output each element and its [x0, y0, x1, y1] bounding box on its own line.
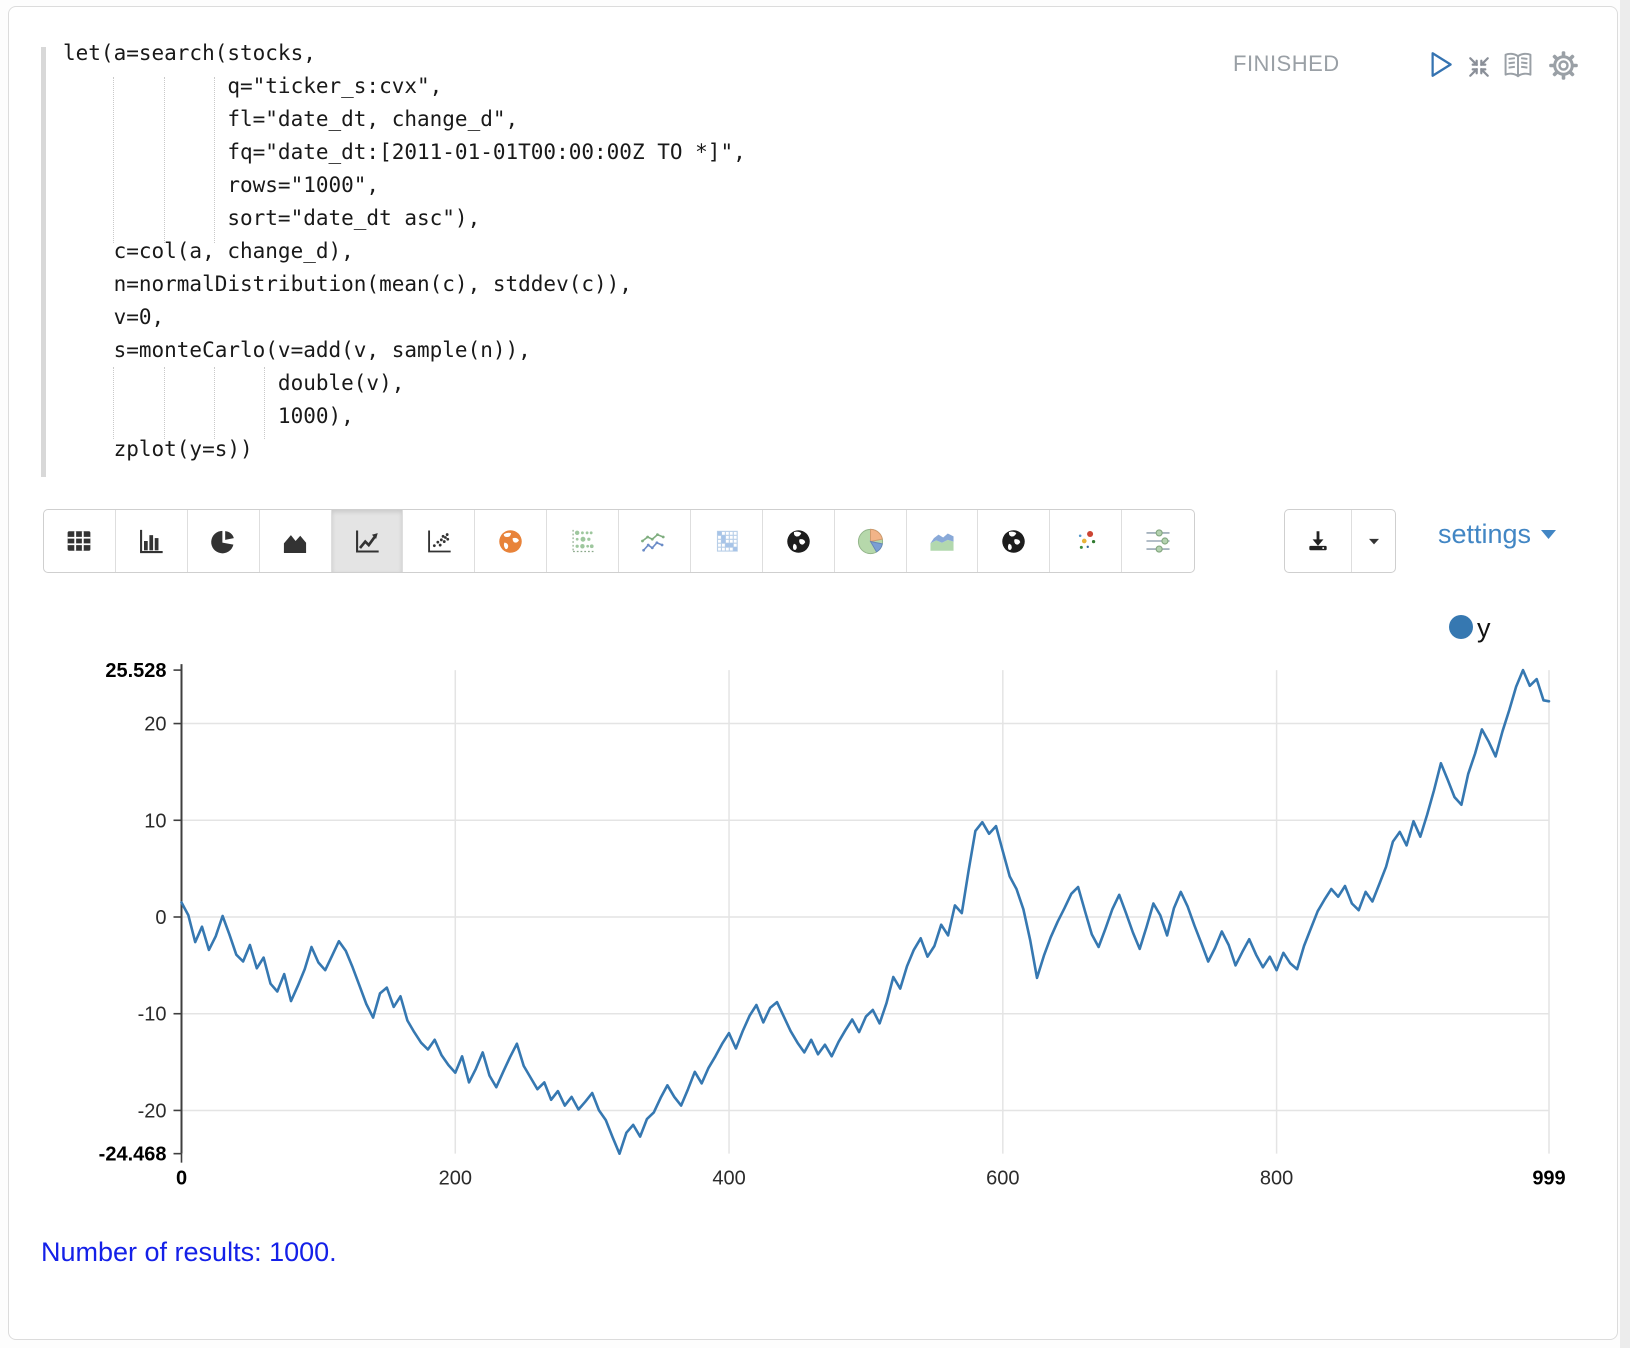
toolbar-scatter-plot-button[interactable]	[403, 510, 476, 572]
compress-icon	[1469, 57, 1489, 77]
svg-text:999: 999	[1532, 1168, 1565, 1190]
svg-text:-20: -20	[138, 1100, 167, 1122]
download-button[interactable]	[1285, 510, 1351, 572]
indent-guide	[214, 77, 215, 243]
svg-text:25.528: 25.528	[105, 660, 166, 682]
toolbar-pie-chart-button[interactable]	[187, 510, 260, 572]
play-icon	[1431, 51, 1452, 77]
toolbar-range-sliders-button[interactable]	[1122, 510, 1194, 572]
gear-icon	[1548, 50, 1578, 80]
scatter-plot-icon	[427, 530, 451, 553]
caret-down-icon	[1541, 529, 1557, 539]
svg-text:800: 800	[1260, 1168, 1293, 1190]
caret-down-icon	[1368, 538, 1379, 545]
table-icon	[68, 531, 91, 551]
pie-colored-icon	[857, 528, 883, 554]
multi-line-chart-icon	[641, 533, 666, 552]
show-editor-button[interactable]	[1501, 48, 1535, 82]
toolbar-scatter-colored-button[interactable]	[1050, 510, 1123, 572]
area-colored-icon	[930, 533, 954, 551]
download-options-button[interactable]	[1351, 510, 1395, 572]
indent-guide	[264, 367, 265, 439]
toolbar-area-chart-button[interactable]	[259, 510, 332, 572]
run-button[interactable]	[1423, 47, 1457, 81]
editor-gutter-bar	[41, 47, 46, 477]
svg-text:-10: -10	[138, 1004, 167, 1026]
toolbar-globe-2-button[interactable]	[978, 510, 1051, 572]
results-text: Number of results: 1000.	[41, 1237, 337, 1267]
paragraph-status: FINISHED	[1233, 51, 1340, 76]
indent-guide	[164, 77, 165, 243]
toolbar-bar-chart-button[interactable]	[115, 510, 188, 572]
svg-text:400: 400	[712, 1168, 745, 1190]
chart-type-toolbar	[43, 509, 1195, 573]
paragraph-settings-button[interactable]	[1546, 48, 1580, 82]
map-orange-globe-icon	[499, 529, 522, 553]
indent-guide	[214, 367, 215, 439]
book-icon	[1504, 52, 1532, 77]
settings-link-label: settings	[1438, 519, 1532, 549]
svg-text:10: 10	[144, 810, 166, 832]
globe-icon	[786, 529, 810, 553]
download-icon	[1309, 531, 1327, 551]
pie-chart-icon	[210, 530, 234, 553]
toolbar-table-button[interactable]	[44, 510, 116, 572]
area-chart-icon	[283, 535, 307, 554]
settings-link[interactable]: settings	[1438, 519, 1557, 550]
svg-text:-24.468: -24.468	[99, 1144, 167, 1166]
globe-icon	[1002, 529, 1026, 553]
line-chart-canvas: 25.528 20 10 0 -10 -20 -24.468 0 200 400 600 800 999…	[99, 613, 1566, 1190]
toolbar-multi-line-button[interactable]	[619, 510, 691, 572]
range-sliders-icon	[1146, 529, 1170, 553]
svg-text:600: 600	[986, 1168, 1019, 1190]
paragraph-card: let(a=search(stocks, q="ticker_s:cvx", f…	[8, 6, 1618, 1340]
svg-text:y: y	[1477, 613, 1491, 643]
indent-guide	[113, 77, 114, 243]
toolbar-line-chart-button[interactable]	[331, 510, 404, 572]
svg-text:0: 0	[176, 1168, 187, 1190]
code-text[interactable]: let(a=search(stocks, q="ticker_s:cvx", f…	[63, 41, 746, 461]
shrink-button[interactable]	[1462, 50, 1496, 84]
chart: 25.528 20 10 0 -10 -20 -24.468 0 200 400 600 800 999…	[41, 586, 1586, 1216]
page-scroll-gutter	[1620, 0, 1630, 1348]
indent-guide	[113, 367, 114, 439]
indent-guide	[164, 367, 165, 439]
scatter-colored-icon	[1078, 530, 1095, 549]
toolbar-heatmap-button[interactable]	[690, 510, 763, 572]
svg-text:200: 200	[439, 1168, 472, 1190]
export-button-group	[1284, 509, 1396, 573]
svg-text:0: 0	[155, 907, 166, 929]
toolbar-matrix-dots-button[interactable]	[547, 510, 619, 572]
toolbar-map-orange-button[interactable]	[475, 510, 548, 572]
heatmap-icon	[716, 530, 738, 552]
line-chart-icon	[355, 530, 379, 553]
bar-chart-icon	[140, 529, 163, 554]
svg-text:20: 20	[144, 714, 166, 736]
toolbar-pie-colored-button[interactable]	[834, 510, 907, 572]
toolbar-globe-1-button[interactable]	[762, 510, 835, 572]
toolbar-area-colored-button[interactable]	[906, 510, 979, 572]
matrix-dots-icon	[572, 529, 594, 553]
